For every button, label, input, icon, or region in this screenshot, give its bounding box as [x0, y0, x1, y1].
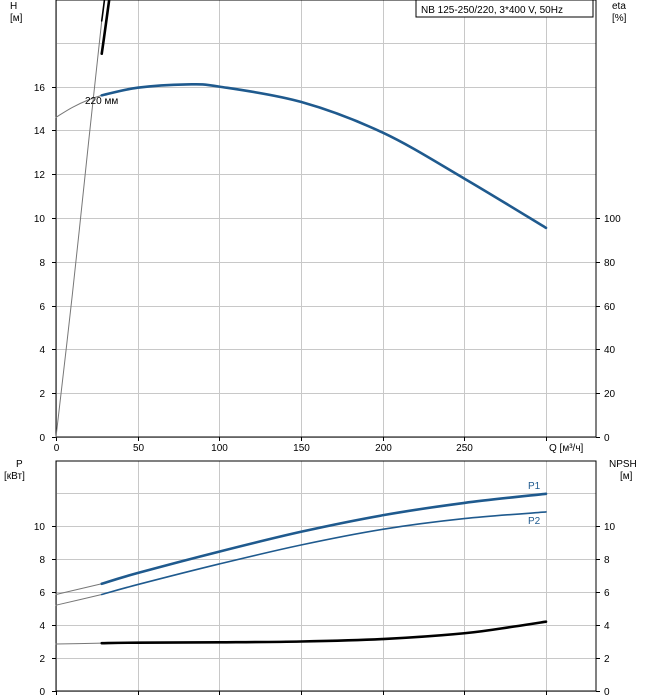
- power-npsh-panel: 0 2 4 6 8 10 0 2 4 6 8 10 P [кВт] NPSH [м] P1 P2: [4, 459, 637, 698]
- p1-series-label: P1: [528, 481, 541, 492]
- flow-tick-label: 50: [133, 443, 145, 454]
- flow-tick-label: 0: [54, 443, 60, 454]
- flow-tick-label: 200: [375, 443, 392, 454]
- power-flow-axis-ticks: [56, 691, 547, 695]
- efficiency-axis-unit: [%]: [612, 13, 627, 24]
- power-left-tick-label: 0: [39, 687, 45, 698]
- head-right-tick-label: 40: [604, 345, 616, 356]
- power-axis-label: P: [16, 459, 23, 470]
- head-left-tick-label: 6: [39, 302, 45, 313]
- head-left-tick-label: 2: [39, 389, 45, 400]
- p2-series-label: P2: [528, 516, 541, 527]
- flow-axis-label: Q [м³/ч]: [549, 443, 584, 454]
- power-right-tick-label: 6: [604, 588, 610, 599]
- power-npsh-curves: [55, 492, 548, 645]
- efficiency-axis-ticks: 0 20 40 60 80 100: [596, 214, 621, 444]
- power-left-tick-label: 8: [39, 555, 45, 566]
- power-left-tick-label: 2: [39, 654, 45, 665]
- power-right-tick-label: 2: [604, 654, 610, 665]
- power-right-tick-label: 10: [604, 522, 616, 533]
- npsh-axis-unit: [м]: [620, 471, 633, 482]
- npsh-curve: [100, 620, 548, 645]
- p2-extension-curve: [55, 593, 103, 606]
- head-left-tick-label: 10: [34, 214, 46, 225]
- power-axis-ticks: 0 2 4 6 8 10: [34, 522, 56, 698]
- h-220-extension-curve: [55, 94, 103, 118]
- head-right-tick-label: 20: [604, 389, 616, 400]
- head-efficiency-curves: [55, 0, 548, 438]
- p2-curve: [100, 511, 547, 596]
- power-left-tick-label: 4: [39, 621, 45, 632]
- npsh-axis-ticks: 0 2 4 6 8 10: [596, 522, 616, 698]
- flow-tick-label: 150: [293, 443, 310, 454]
- power-right-tick-label: 4: [604, 621, 610, 632]
- head-left-tick-label: 4: [39, 345, 45, 356]
- power-grid: [56, 461, 596, 692]
- power-right-tick-label: 0: [604, 687, 610, 698]
- head-right-tick-label: 100: [604, 214, 621, 225]
- power-plot-frame: [55, 460, 597, 692]
- power-right-tick-label: 8: [604, 555, 610, 566]
- npsh-extension-curve: [55, 642, 103, 645]
- head-left-tick-label: 16: [34, 83, 46, 94]
- head-left-tick-label: 8: [39, 258, 45, 269]
- power-left-tick-label: 6: [39, 588, 45, 599]
- head-right-tick-label: 0: [604, 433, 610, 444]
- head-right-tick-label: 80: [604, 258, 616, 269]
- head-right-tick-label: 60: [604, 302, 616, 313]
- flow-axis-ticks: 0 50 100 150 200 250: [54, 437, 547, 454]
- p1-extension-curve: [55, 583, 103, 595]
- power-left-tick-label: 10: [34, 522, 46, 533]
- chart-title-box: [415, 0, 594, 18]
- chart-title: NB 125-250/220, 3*400 V, 50Hz: [421, 5, 563, 16]
- head-left-tick-label: 14: [34, 126, 46, 137]
- npsh-axis-label: NPSH: [609, 459, 637, 470]
- head-left-tick-label: 12: [34, 170, 46, 181]
- head-left-tick-label: 0: [39, 433, 45, 444]
- power-axis-unit: [кВт]: [4, 471, 25, 482]
- impeller-diameter-label: 220 мм: [85, 96, 118, 107]
- efficiency-axis-label: eta: [612, 1, 626, 12]
- p1-curve: [100, 492, 548, 586]
- eta-pump-extension-curve: [55, 20, 103, 438]
- head-grid: [56, 0, 596, 438]
- h-220-curve: [100, 82, 548, 230]
- head-axis-label: H: [10, 1, 17, 12]
- flow-tick-label: 100: [211, 443, 228, 454]
- flow-tick-label: 250: [456, 443, 473, 454]
- head-axis-unit: [м]: [10, 13, 23, 24]
- head-axis-ticks: 0 2 4 6 8 10 12 14 16: [34, 83, 56, 444]
- head-efficiency-panel: 0 2 4 6 8 10 12 14 16 0 20 40 60 80 100 0 50 100 150 200 2…: [10, 0, 627, 454]
